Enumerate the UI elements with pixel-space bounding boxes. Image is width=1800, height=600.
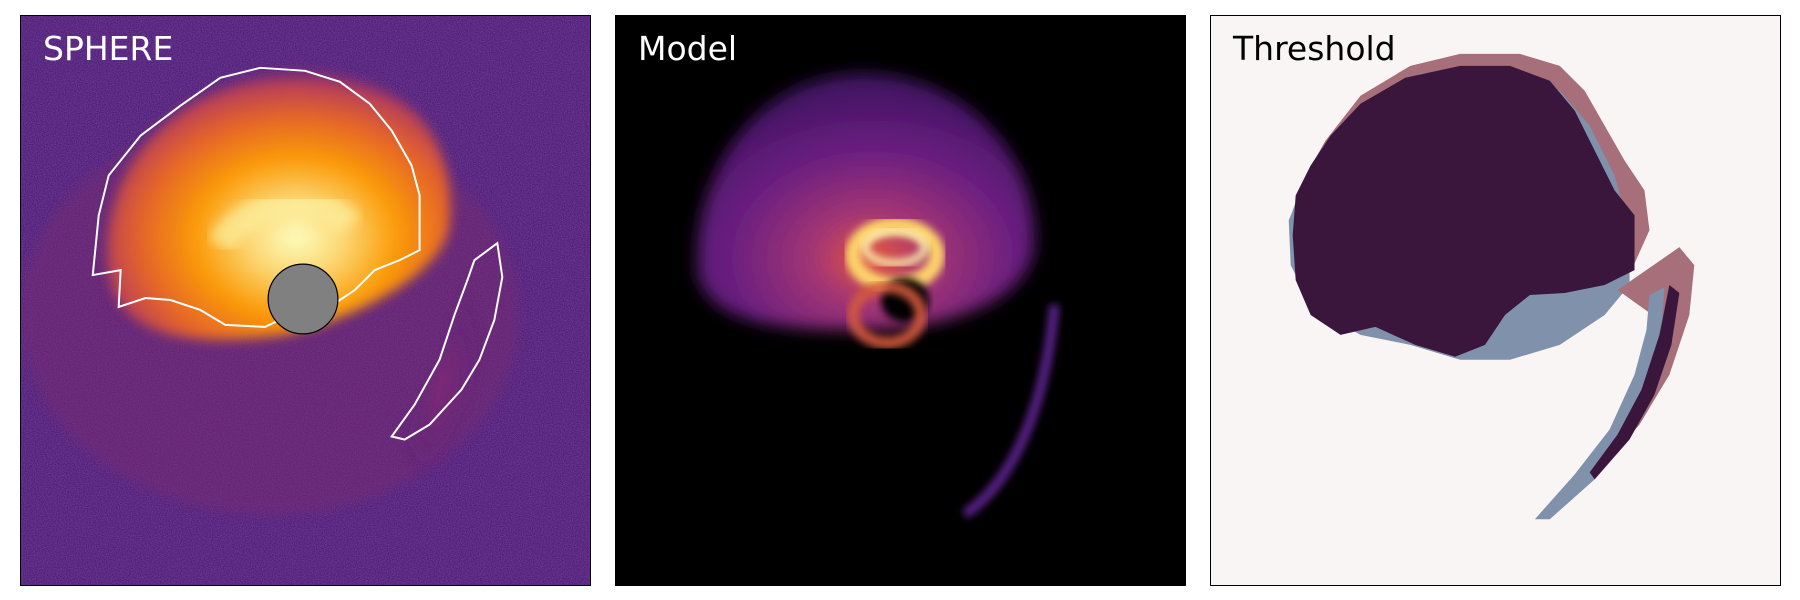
- panel-title-model: Model: [638, 29, 738, 68]
- model-panel: Model: [615, 15, 1186, 586]
- model-image: [616, 16, 1185, 585]
- model-outer-arc: [961, 304, 1060, 519]
- threshold-arc-overlap: [1589, 285, 1680, 480]
- sphere-contour-main: [91, 66, 421, 328]
- panel-title-threshold: Threshold: [1233, 29, 1396, 68]
- panel-title-sphere: SPHERE: [43, 29, 174, 68]
- sphere-contour-arc: [390, 241, 504, 441]
- model-disk: [697, 73, 1035, 330]
- threshold-overlap-region: [1292, 65, 1635, 357]
- sphere-image: [21, 16, 590, 585]
- threshold-image: [1211, 16, 1780, 585]
- sphere-panel: SPHERE: [20, 15, 591, 586]
- threshold-panel: Threshold: [1210, 15, 1781, 586]
- coronagraph-mask: [267, 263, 339, 335]
